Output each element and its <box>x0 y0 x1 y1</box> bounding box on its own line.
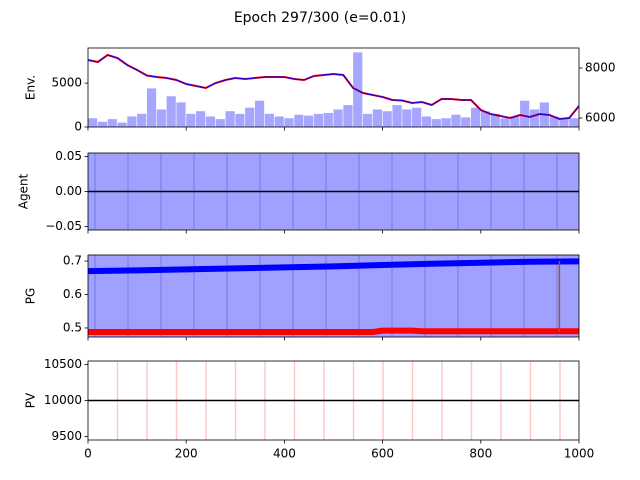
volume-bar <box>362 113 373 127</box>
figure-title: Epoch 297/300 (e=0.01) <box>234 10 406 26</box>
volume-bar <box>294 114 304 127</box>
volume-bar <box>196 111 206 127</box>
y2-tick-label: 6000 <box>585 111 616 125</box>
volume-bar <box>88 118 98 127</box>
volume-bar <box>166 96 176 127</box>
line <box>88 258 579 275</box>
x-tick-label: 1000 <box>564 447 595 461</box>
volume-bar <box>480 111 491 127</box>
volume-bar <box>205 116 216 127</box>
y-axis-label: Agent <box>17 173 31 209</box>
plot-area <box>88 52 579 127</box>
volume-bar <box>176 102 186 127</box>
volume-bar <box>235 113 245 127</box>
volume-bar <box>254 100 265 127</box>
volume-bar <box>127 116 137 127</box>
volume-bar <box>461 117 471 127</box>
volume-bar <box>470 107 481 127</box>
y-tick-label: 0.7 <box>63 254 82 268</box>
volume-bar <box>274 116 284 127</box>
volume-bar <box>156 109 166 127</box>
volume-bar <box>146 88 157 127</box>
volume-bar <box>402 109 412 127</box>
volume-bar <box>412 107 422 127</box>
x-tick-label: 0 <box>84 447 92 461</box>
x-tick-label: 600 <box>371 447 394 461</box>
plot-area <box>88 153 579 230</box>
line <box>88 327 579 335</box>
volume-bar <box>186 113 196 127</box>
volume-bar <box>372 109 382 127</box>
y2-tick-label: 8000 <box>585 61 616 75</box>
volume-bar <box>529 109 540 127</box>
volume-bar <box>333 109 343 127</box>
volume-bar <box>382 111 392 127</box>
volume-bar <box>225 111 235 127</box>
y-tick-label: 10000 <box>44 393 82 407</box>
y-tick-label: −0.05 <box>45 219 82 233</box>
volume-bar <box>549 116 559 127</box>
y-tick-label: 0.05 <box>55 149 82 163</box>
y-tick-label: 0.5 <box>63 320 82 334</box>
y-tick-label: 10500 <box>44 357 82 371</box>
volume-bar <box>107 119 117 127</box>
volume-bar <box>97 121 108 127</box>
volume-bar <box>451 114 461 127</box>
axes-frame <box>87 47 580 128</box>
volume-bar <box>431 119 441 127</box>
volume-bar <box>137 113 147 127</box>
volume-bar <box>323 112 333 127</box>
x-tick-label: 400 <box>273 447 296 461</box>
y-tick-label: 9500 <box>51 429 82 443</box>
volume-bar <box>520 100 530 127</box>
x-tick-label: 200 <box>175 447 198 461</box>
volume-bar <box>559 119 569 127</box>
y-axis-label: PG <box>24 288 38 305</box>
volume-bar <box>343 105 353 127</box>
plot-area <box>88 255 579 337</box>
y-tick-label: 5000 <box>51 76 82 90</box>
volume-bar <box>490 113 500 127</box>
volume-bar <box>264 113 274 127</box>
y-tick-label: 0.00 <box>55 184 82 198</box>
volume-bar <box>117 122 127 127</box>
volume-bar <box>569 118 579 127</box>
volume-bar <box>421 116 432 127</box>
volume-bar <box>245 107 255 127</box>
volume-bar <box>313 113 324 127</box>
volume-bar <box>304 115 314 127</box>
volume-bar <box>510 116 520 127</box>
axes-frame <box>87 254 580 338</box>
y-tick-label: 0 <box>74 120 82 134</box>
volume-bar <box>500 118 510 127</box>
volume-bar <box>392 105 402 127</box>
plot-area <box>88 361 579 440</box>
y-axis-label: Env. <box>24 75 38 100</box>
line <box>88 54 579 120</box>
y-tick-label: 0.6 <box>63 287 82 301</box>
x-tick-label: 800 <box>469 447 492 461</box>
volume-bar <box>284 118 294 127</box>
line <box>88 53 579 121</box>
y-axis-label: PV <box>24 392 38 408</box>
volume-bar <box>441 118 451 127</box>
volume-bar <box>215 119 225 127</box>
